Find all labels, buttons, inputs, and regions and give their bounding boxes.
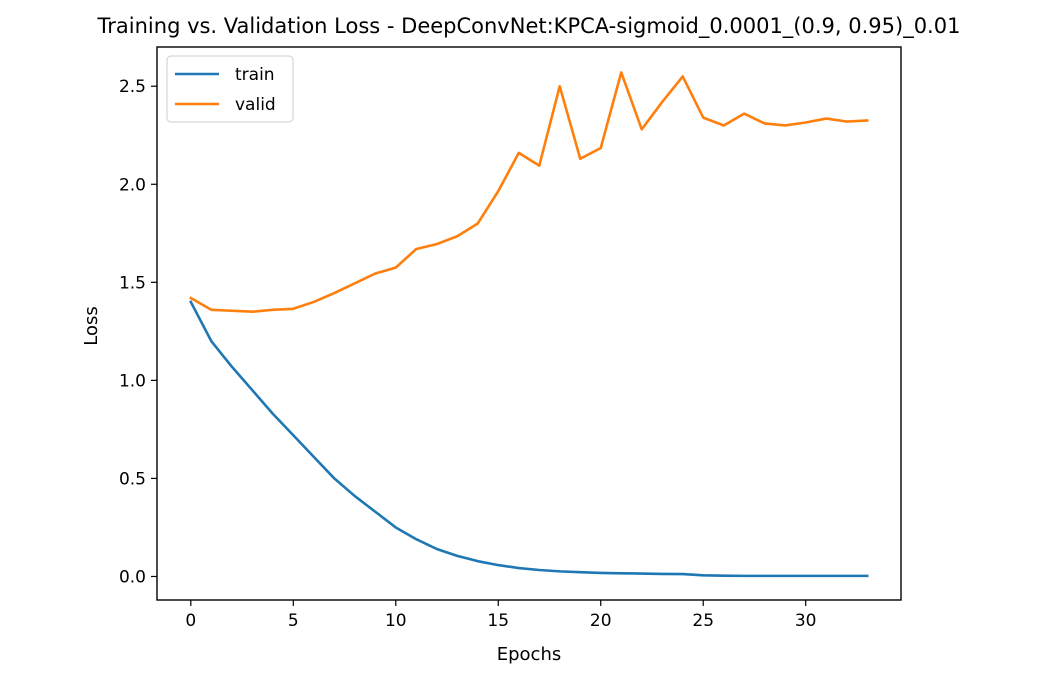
x-tick-label: 0 xyxy=(185,611,196,631)
legend-box xyxy=(166,55,294,123)
y-tick-label: 0.5 xyxy=(119,469,146,489)
x-tick-label: 10 xyxy=(385,611,407,631)
legend: train valid xyxy=(166,55,294,123)
y-tick-label: 1.0 xyxy=(119,371,146,391)
x-tick-label: 30 xyxy=(795,611,817,631)
y-tick-label: 2.5 xyxy=(119,77,146,97)
x-tick-label: 5 xyxy=(288,611,299,631)
legend-label-valid: valid xyxy=(235,95,276,115)
chart-title: Training vs. Validation Loss - DeepConvN… xyxy=(97,14,961,39)
x-tick-label: 20 xyxy=(590,611,612,631)
x-tick-label: 25 xyxy=(692,611,714,631)
y-tick-label: 2.0 xyxy=(119,175,146,195)
series-line-train xyxy=(189,300,869,578)
y-tick-label: 1.5 xyxy=(119,273,146,293)
legend-label-train: train xyxy=(235,65,275,85)
plot-area xyxy=(189,71,869,578)
y-tick-label: 0.0 xyxy=(119,567,146,587)
x-axis-label: Epochs xyxy=(497,644,562,665)
series-line-valid xyxy=(189,71,869,314)
x-tick-label: 15 xyxy=(487,611,509,631)
plot-frame xyxy=(156,46,902,601)
axis-ticks: 0 5 10 15 20 25 30 0.0 0.5 1.0 1.5 2.0 2.5 xyxy=(119,77,817,631)
y-axis-label: Loss xyxy=(81,306,102,345)
